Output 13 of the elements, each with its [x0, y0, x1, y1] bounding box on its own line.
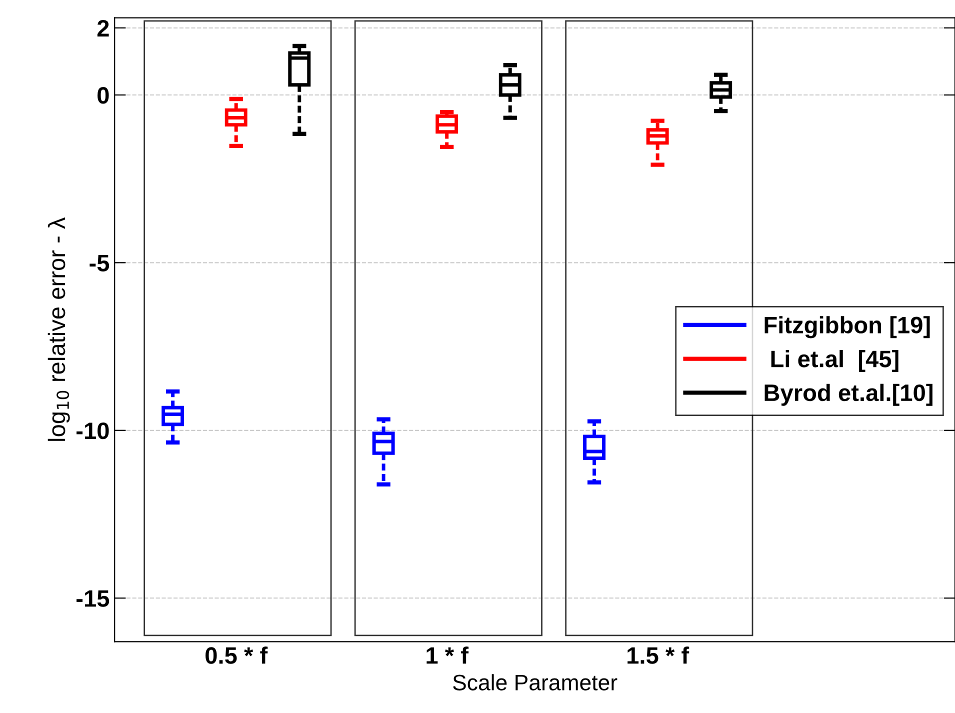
legend-label: Fitzgibbon [19] — [764, 316, 930, 338]
y-tick-label: -15 — [76, 590, 110, 607]
legend-label: Li et.al [45] — [771, 350, 898, 372]
x-axis-title: Scale Parameter — [453, 674, 618, 690]
x-tick-label: 1 * f — [426, 646, 469, 664]
legend-label: Byrod et.al.[10] — [764, 384, 932, 406]
y-tick-label: 0 — [98, 87, 109, 104]
y-tick-label: -10 — [76, 422, 109, 440]
y-tick-label: 2 — [97, 20, 109, 36]
y-axis-title: log$_{10}$ relative error - λ — [48, 217, 70, 441]
x-tick-label: 1.5 * f — [628, 646, 690, 664]
y-tick-label: -5 — [90, 254, 110, 272]
x-tick-label: 0.5 * f — [206, 646, 268, 664]
